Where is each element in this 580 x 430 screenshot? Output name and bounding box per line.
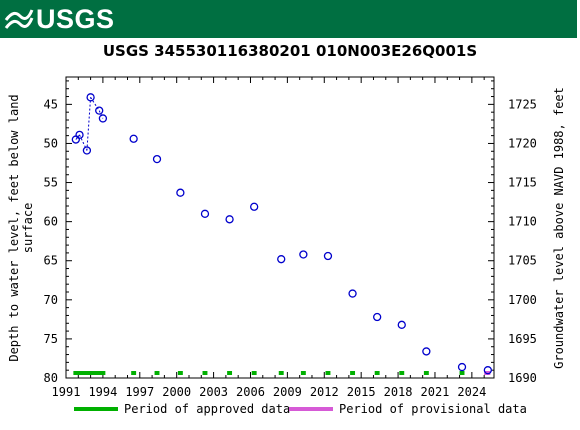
x-tick-label: 2015 xyxy=(347,385,376,399)
connector-segment xyxy=(90,97,100,111)
x-tick-label: 2021 xyxy=(421,385,450,399)
approved-period-bar xyxy=(202,371,208,375)
usgs-logo-icon xyxy=(4,9,34,29)
data-point xyxy=(397,320,406,329)
right-tick-label: 1695 xyxy=(508,332,537,346)
left-tick-label: 75 xyxy=(44,332,58,346)
data-point xyxy=(200,209,210,218)
approved-period-bar xyxy=(154,371,160,375)
data-point xyxy=(75,130,84,140)
data-point xyxy=(129,134,138,143)
data-point xyxy=(98,114,108,123)
data-point xyxy=(176,188,185,197)
x-tick-label: 2012 xyxy=(310,385,339,399)
data-point xyxy=(299,250,308,259)
data-periods xyxy=(73,371,491,375)
x-tick-label: 2003 xyxy=(199,385,228,399)
right-tick-label: 1720 xyxy=(508,136,537,150)
data-points xyxy=(71,93,493,375)
approved-period-bar xyxy=(251,371,257,375)
x-tick-label: 2018 xyxy=(384,385,413,399)
data-point xyxy=(277,255,286,264)
approved-period-bar xyxy=(374,371,380,375)
connector-segment xyxy=(98,110,104,119)
x-tick-label: 2006 xyxy=(236,385,265,399)
approved-period-bar xyxy=(73,371,106,375)
right-tick-label: 1700 xyxy=(508,293,537,307)
x-tick-label: 1991 xyxy=(52,385,81,399)
legend-approved-label: Period of approved data xyxy=(124,402,290,416)
data-point xyxy=(225,215,234,224)
data-point xyxy=(483,366,493,375)
legend-provisional-label: Period of provisional data xyxy=(339,402,527,416)
right-tick-label: 1690 xyxy=(508,371,537,385)
usgs-header-bar: USGS xyxy=(0,0,577,38)
right-tick-label: 1715 xyxy=(508,176,537,190)
approved-period-bar xyxy=(300,371,306,375)
approved-period-bar xyxy=(227,371,233,375)
approved-period-bar xyxy=(278,371,284,375)
left-tick-label: 80 xyxy=(44,371,58,385)
x-tick-label: 2009 xyxy=(273,385,302,399)
left-tick-label: 50 xyxy=(44,136,58,150)
approved-period-bar xyxy=(177,371,183,375)
right-tick-label: 1705 xyxy=(508,254,537,268)
approved-period-bar xyxy=(131,371,137,375)
data-point xyxy=(457,362,467,372)
plot-frame xyxy=(65,76,495,379)
approved-period-bar xyxy=(459,371,465,375)
right-tick-label: 1710 xyxy=(508,215,537,229)
approved-period-bar xyxy=(423,371,429,375)
data-point xyxy=(348,289,357,298)
x-tick-label: 1997 xyxy=(125,385,154,399)
y-axis-label-left-line1: Depth to water level, feet below land xyxy=(7,94,21,361)
data-point xyxy=(250,202,259,211)
chart-title: USGS 345530116380201 010N003E26Q001S xyxy=(102,42,478,60)
x-tick-label: 2024 xyxy=(457,385,486,399)
data-point xyxy=(86,93,95,102)
data-point xyxy=(422,347,431,356)
left-tick-label: 55 xyxy=(44,176,58,190)
approved-period-bar xyxy=(325,371,331,375)
y-axis-label-right: Groundwater level above NAVD 1988, feet xyxy=(552,87,566,369)
approved-period-bar xyxy=(399,371,405,375)
data-point xyxy=(152,154,162,164)
usgs-logo-text: USGS xyxy=(36,4,115,34)
data-point xyxy=(373,312,382,322)
data-point xyxy=(323,251,333,261)
connector-segment xyxy=(75,134,80,140)
connector-segment xyxy=(79,134,88,151)
right-axis: 1690 1695 1700 1705 1710 1715 1720 1725 xyxy=(488,80,537,385)
legend: Period of approved data Period of provis… xyxy=(74,402,527,416)
left-tick-label: 45 xyxy=(44,97,58,111)
x-tick-label: 2000 xyxy=(162,385,191,399)
left-tick-label: 65 xyxy=(44,254,58,268)
left-tick-label: 60 xyxy=(44,215,58,229)
right-tick-label: 1725 xyxy=(508,97,537,111)
data-point xyxy=(95,106,104,115)
data-point xyxy=(82,146,92,155)
x-axis: 1991 1994 1997 2000 2003 2006 2009 2012 2015 2018… xyxy=(52,77,486,399)
left-tick-label: 70 xyxy=(44,293,58,307)
connector-lines xyxy=(75,97,104,151)
x-tick-label: 1994 xyxy=(88,385,117,399)
left-axis: 45 50 55 60 65 70 75 80 xyxy=(44,80,72,385)
approved-period-bar xyxy=(350,371,356,375)
y-axis-label-left-line2: surface xyxy=(21,203,35,254)
connector-segment xyxy=(86,97,92,151)
